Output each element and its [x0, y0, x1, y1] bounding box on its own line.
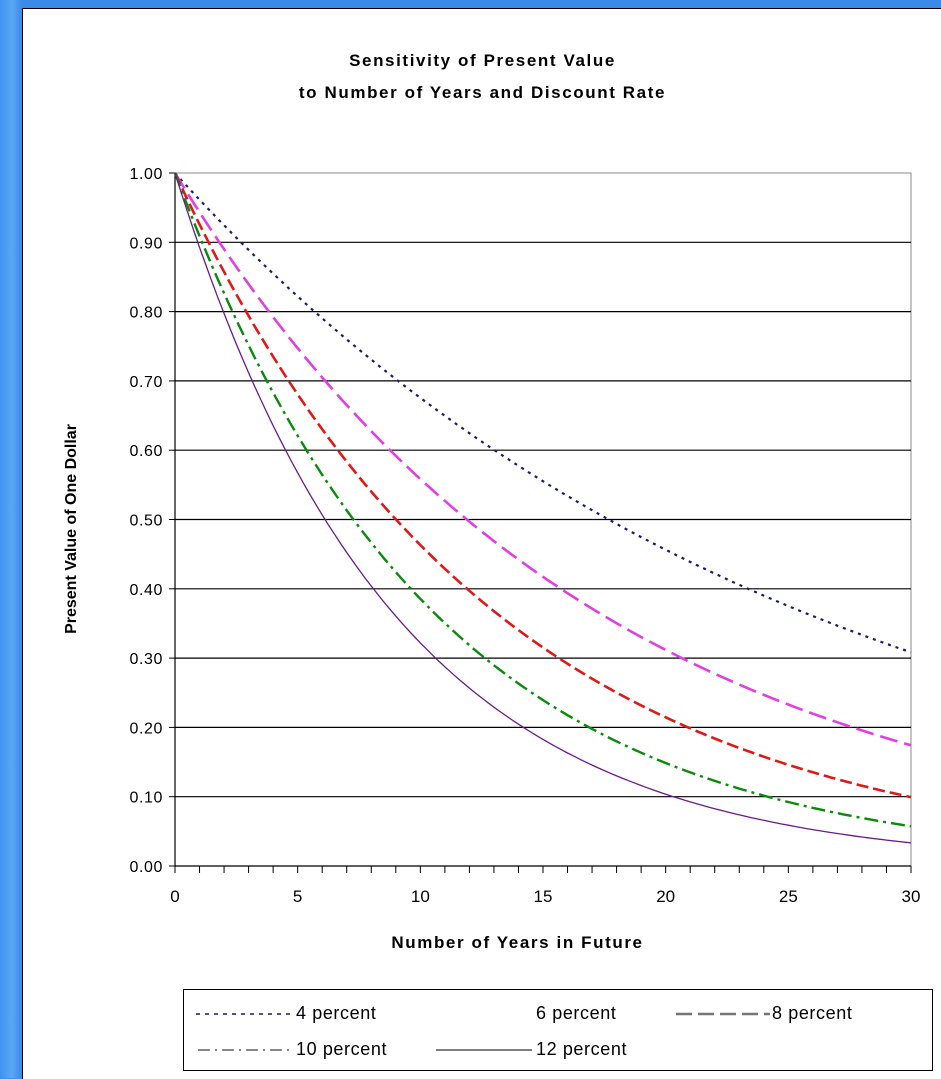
legend-item-6-percent: 6 percent	[434, 1002, 674, 1026]
y-tick-label-0: 0.00	[129, 859, 163, 876]
legend-swatch-8-percent	[676, 1012, 770, 1016]
x-tick-label-5: 25	[779, 887, 798, 906]
chart-title-line-2: to Number of Years and Discount Rate	[298, 83, 667, 102]
legend-item-8-percent: 8 percent	[672, 1002, 932, 1026]
series-line-6-percent	[173, 172, 912, 747]
y-tick-label-10: 1.00	[129, 166, 163, 183]
legend-label-6-percent: 6 percent	[536, 1003, 617, 1023]
x-tick-label-4: 20	[656, 887, 675, 906]
legend-swatch-10-percent	[198, 1049, 290, 1051]
legend-item-4-percent: 4 percent	[194, 1002, 434, 1026]
chart-legend: 4 percent 6 percent 8 percent 10 percent…	[183, 989, 933, 1071]
legend-label-4-percent: 4 percent	[296, 1003, 377, 1023]
legend-item-12-percent: 12 percent	[434, 1038, 674, 1062]
series-line-12-percent	[174, 172, 912, 844]
x-tick-label-3: 15	[534, 887, 553, 906]
y-tick-label-4: 0.40	[129, 582, 163, 599]
y-axis-label: Present Value of One Dollar	[63, 424, 80, 634]
y-tick-label-2: 0.20	[129, 720, 163, 737]
x-tick-label-1: 5	[293, 887, 302, 906]
series-line-8-percent	[173, 172, 912, 799]
legend-swatch-4-percent	[196, 1013, 290, 1015]
x-axis-label: Number of Years in Future	[391, 933, 644, 952]
y-tick-label-7: 0.70	[129, 374, 163, 391]
x-tick-label-0: 0	[170, 887, 179, 906]
y-tick-label-6: 0.60	[129, 443, 163, 460]
x-tick-label-6: 30	[902, 887, 921, 906]
chart-title-line-1: Sensitivity of Present Value	[349, 51, 616, 70]
legend-label-10-percent: 10 percent	[296, 1039, 388, 1059]
legend-label-8-percent: 8 percent	[772, 1003, 853, 1023]
y-tick-label-9: 0.90	[129, 235, 163, 252]
chart-area: Sensitivity of Present Value to Number o…	[22, 8, 941, 1079]
legend-item-10-percent: 10 percent	[194, 1038, 434, 1062]
series-line-10-percent	[173, 172, 912, 828]
legend-label-12-percent: 12 percent	[536, 1039, 628, 1059]
x-tick-label-2: 10	[411, 887, 430, 906]
y-tick-label-1: 0.10	[129, 790, 163, 807]
y-tick-label-3: 0.30	[129, 651, 163, 668]
y-tick-label-5: 0.50	[129, 513, 163, 530]
series-line-4-percent	[174, 172, 912, 654]
legend-swatch-12-percent	[436, 1049, 532, 1051]
chart-plot: 0.00 0.10 0.20 0.30 0.40 0.50 0.60 0.70 0.80 0.90…	[129, 166, 921, 906]
legend-swatch-6-percent	[436, 1013, 530, 1015]
y-tick-label-8: 0.80	[129, 305, 163, 322]
